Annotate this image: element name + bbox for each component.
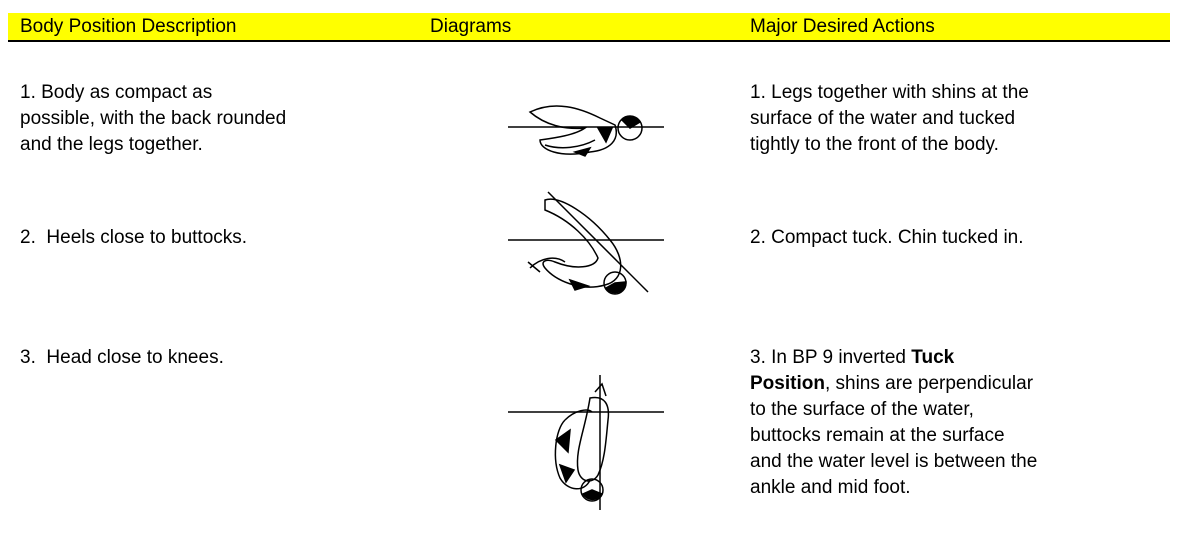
action-line: surface of the water and tucked bbox=[750, 106, 1015, 132]
action-line: 2. Compact tuck. Chin tucked in. bbox=[750, 225, 1024, 251]
text: 1. Legs together with shins at the bbox=[750, 82, 1029, 103]
action-line: tightly to the front of the body. bbox=[750, 132, 999, 158]
diagram-tuck-float bbox=[508, 105, 664, 157]
text: tightly to the front of the body. bbox=[750, 134, 999, 155]
text: surface of the water and tucked bbox=[750, 108, 1016, 129]
action-line: to the surface of the water, bbox=[750, 397, 974, 423]
column-heading: Body Position Description bbox=[20, 16, 237, 37]
action-line: 1. Legs together with shins at the bbox=[750, 80, 1029, 106]
action-line: Position, shins are perpendicular bbox=[750, 371, 1033, 397]
description-line: 1. Body as compact as bbox=[20, 82, 213, 103]
description-line: 3. Head close to knees. bbox=[20, 347, 224, 368]
action-line: buttocks remain at the surface bbox=[750, 423, 1005, 449]
bold-text: Tuck bbox=[911, 347, 955, 368]
text: 2. Compact tuck. Chin tucked in. bbox=[750, 227, 1024, 248]
action-line: and the water level is between the bbox=[750, 449, 1037, 475]
bold-text: Position bbox=[750, 373, 825, 394]
action-line: 3. In BP 9 inverted Tuck bbox=[750, 345, 954, 371]
description-line: 2. Heels close to buttocks. bbox=[20, 227, 248, 248]
text: buttocks remain at the surface bbox=[750, 425, 1005, 446]
column-heading: Major Desired Actions bbox=[750, 16, 935, 37]
text: , shins are perpendicular bbox=[824, 373, 1034, 394]
text: 3. In BP 9 inverted bbox=[750, 347, 906, 368]
description-line: possible, with the back rounded bbox=[20, 108, 287, 129]
text: to the surface of the water, bbox=[750, 399, 974, 420]
text: and the water level is between the bbox=[750, 451, 1038, 472]
text: ankle and mid foot. bbox=[750, 477, 911, 498]
action-line: ankle and mid foot. bbox=[750, 475, 911, 501]
description-line: and the legs together. bbox=[20, 134, 203, 155]
column-heading: Diagrams bbox=[430, 16, 512, 37]
header-bar bbox=[8, 13, 1170, 42]
diagram-tuck-inverted bbox=[508, 375, 664, 510]
diagram-tuck-rotate bbox=[508, 191, 664, 295]
